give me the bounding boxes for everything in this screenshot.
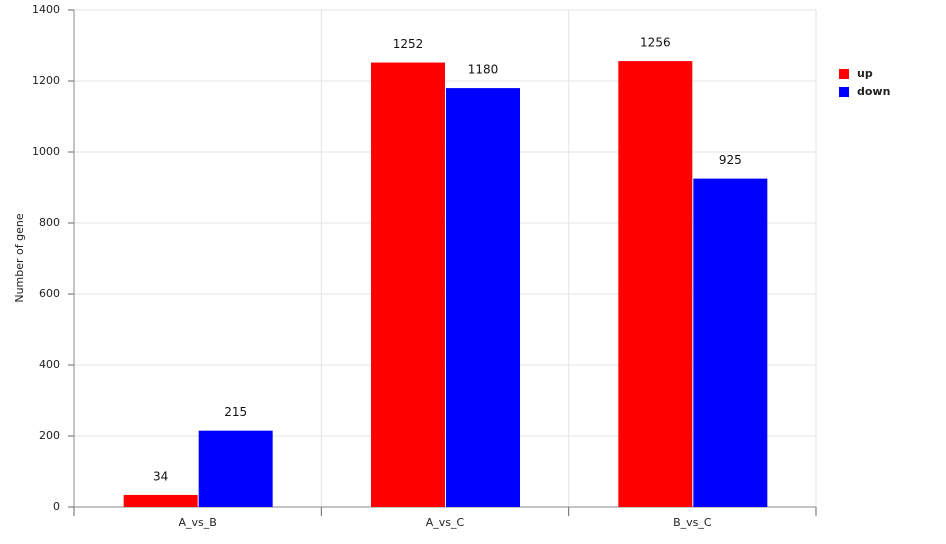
x-tick-label: A_vs_B — [179, 516, 217, 529]
x-tick-label: B_vs_C — [673, 516, 712, 529]
bar — [618, 61, 693, 508]
y-tick-label: 1400 — [32, 3, 60, 16]
bar — [123, 494, 198, 507]
value-label: 1252 — [393, 37, 424, 51]
y-tick-label: 400 — [39, 358, 60, 371]
y-axis-label: Number of gene — [13, 213, 26, 303]
value-label: 215 — [224, 405, 247, 419]
value-label: 1256 — [640, 36, 671, 50]
bar — [446, 88, 520, 507]
y-tick-label: 200 — [39, 429, 60, 442]
value-label: 925 — [719, 153, 742, 167]
value-label: 1180 — [468, 63, 499, 77]
y-tick-label: 600 — [39, 287, 60, 300]
y-tick-label: 1000 — [32, 145, 60, 158]
x-tick-label: A_vs_C — [426, 516, 465, 529]
bar — [198, 430, 273, 507]
legend-swatch — [839, 69, 849, 79]
legend-swatch — [839, 87, 849, 97]
legend-label: up — [857, 67, 873, 80]
bar — [371, 62, 445, 507]
value-label: 34 — [153, 469, 168, 483]
y-tick-label: 0 — [53, 500, 60, 513]
legend-label: down — [857, 85, 890, 98]
y-tick-label: 1200 — [32, 74, 60, 87]
y-tick-label: 800 — [39, 216, 60, 229]
bar — [693, 178, 768, 507]
